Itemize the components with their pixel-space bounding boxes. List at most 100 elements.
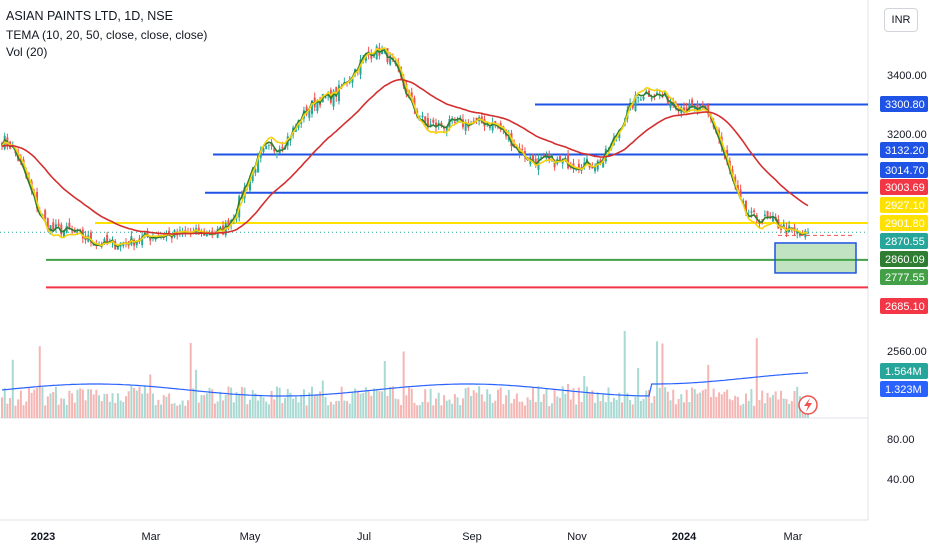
volume-bar [718,392,721,418]
volume-bar [564,393,567,418]
price-tag-bg [880,197,928,213]
volume-bar [106,393,109,418]
volume-bar [742,403,745,418]
candle-body [701,104,704,106]
tema-lines [1,46,809,248]
volume-bar [41,387,44,418]
volume-bar [14,405,17,418]
volume-bar [3,388,6,418]
chart-title[interactable]: ASIAN PAINTS LTD, 1D, NSE [6,9,173,23]
volume-bar [57,404,60,418]
candle-body [804,230,807,238]
volume-ma-line [1,372,809,397]
volume-bar [184,405,187,418]
volume-bar [410,388,413,418]
volume-bar [375,388,378,418]
volume-bar [324,397,327,418]
volume-bar [391,386,394,418]
volume-bar [674,404,677,418]
volume-bar [160,404,163,418]
volume-bar [774,391,777,418]
volume-bar [532,386,535,418]
candle-body [440,122,443,127]
volume-bar [680,394,683,418]
volume-bar [497,389,499,418]
volume-bar [232,402,235,418]
candle-body [758,222,761,224]
volume-bar [189,342,192,418]
volume-bar [213,403,216,418]
volume-bar [510,403,513,418]
volume-bar [715,396,718,418]
price-tick-label: 80.00 [887,434,915,446]
volume-bar [793,390,796,418]
volume-bar [572,388,575,418]
volume-bar [712,388,715,418]
price-axis: 3400.00 3200.00 2560.00 80.00 40.00 [887,70,927,486]
volume-bar [138,386,141,418]
volume-bar [658,387,661,418]
candle-body [429,123,432,127]
candle-body [750,211,753,213]
candle-body [52,222,55,230]
candle-body [540,157,543,159]
candle-body [656,92,659,95]
candle-body [745,200,747,213]
volume-bar [470,396,473,418]
candle-body [65,225,68,233]
range-rectangle[interactable] [774,242,857,274]
volume-bar [440,405,443,418]
price-tag-label: 2927.10 [885,200,925,212]
candle-body [542,154,545,157]
volume-bar [615,399,618,418]
study-legend-tema[interactable]: TEMA (10, 20, 50, close, close, close) [6,28,208,42]
alert-icon[interactable] [798,395,818,415]
volume-bar [146,393,149,418]
volume-bar [25,401,28,418]
volume-bar [461,398,464,418]
study-legend-volume[interactable]: Vol (20) [6,45,48,59]
candle-body [60,224,63,235]
volume-bar [222,400,225,418]
volume-bar [796,386,799,418]
volume-bar [381,391,384,418]
price-tag-bg [880,269,928,285]
price-tag-bg [880,96,928,112]
volume-bar [143,386,146,418]
candle-body [602,158,605,168]
volume-bar [49,393,52,418]
candle-body [599,159,602,164]
candle-body [257,154,260,173]
volume-bar [443,395,446,418]
volume-bar [426,402,429,418]
price-tag-label: 2685.10 [885,301,925,313]
volume-bar [723,391,726,418]
candle-body [89,232,92,243]
volume-bar [540,401,543,418]
currency-button[interactable]: INR [884,8,918,32]
volume-bar [27,387,30,418]
candle-body [227,220,230,229]
candle-body [634,95,637,112]
volume-bar [289,392,292,418]
volume-bar [257,400,260,418]
volume-bar [699,392,702,418]
range-box[interactable] [774,234,857,274]
volume-bar [92,394,95,418]
candle-body [122,242,125,247]
volume-bar [192,388,195,418]
candle-body [464,121,467,131]
volume-bar [394,398,397,418]
volume-bar [513,398,516,418]
candle-body [472,120,475,123]
candle-body [763,214,766,217]
volume-bar [575,404,578,418]
volume-bar [435,398,437,418]
volume-bar [216,401,219,418]
volume-bar [488,394,491,418]
candle-body [534,158,537,166]
volume-bar [437,392,440,418]
volume-bar [556,396,559,418]
candle-body [796,231,799,234]
